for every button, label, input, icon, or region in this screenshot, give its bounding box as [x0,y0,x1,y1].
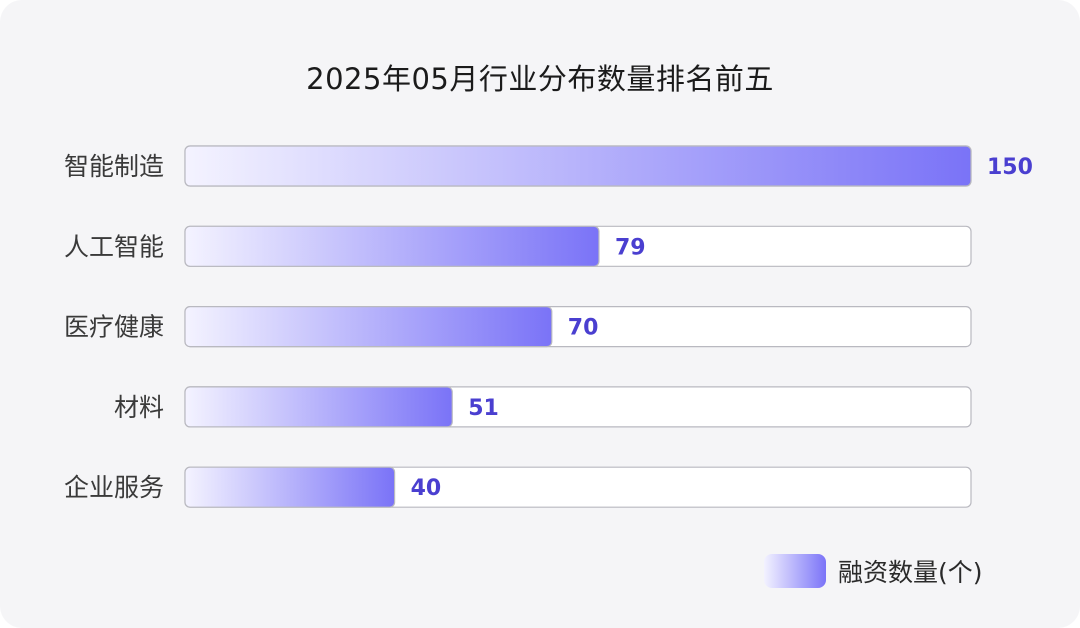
value-label: 150 [987,155,1033,180]
bar [184,386,453,428]
chart-legend: 融资数量(个) [764,553,983,589]
category-label: 医疗健康 [64,313,164,342]
value-label: 51 [468,396,499,421]
value-label: 40 [411,476,442,501]
value-label: 79 [615,235,646,260]
bar [184,225,600,267]
bar [184,466,396,508]
bar [184,306,553,348]
category-label: 人工智能 [64,232,164,261]
bar [184,145,972,187]
chart-title: 2025年05月行业分布数量排名前五 [306,62,774,96]
legend-label: 融资数量(个) [838,558,983,587]
value-label: 70 [568,316,599,341]
legend-swatch [764,554,826,588]
category-label: 材料 [114,393,164,422]
category-label: 智能制造 [64,152,164,181]
category-label: 企业服务 [64,473,164,502]
